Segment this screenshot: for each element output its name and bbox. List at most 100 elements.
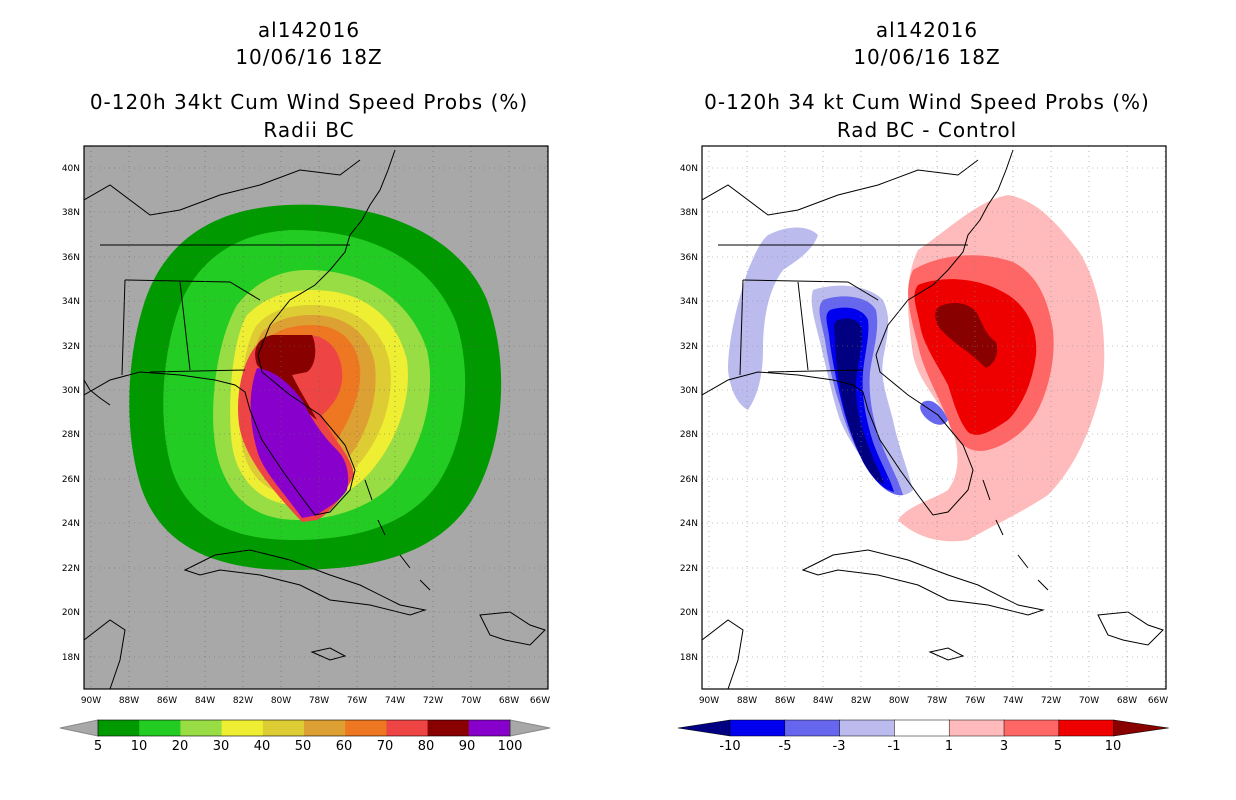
diff-neg-10 xyxy=(834,318,884,484)
right-lat-label: 40N xyxy=(680,164,698,174)
right-lat-label: 34N xyxy=(680,297,698,307)
right-lat-label: 20N xyxy=(680,608,698,618)
right-state-border-5 xyxy=(767,369,864,373)
right-lon-label: 86W xyxy=(775,696,795,706)
left-cb-label: 60 xyxy=(336,739,353,754)
left-lat-label: 30N xyxy=(62,386,80,396)
left-lat-label: 20N xyxy=(62,608,80,618)
right-state-border-4 xyxy=(797,281,809,371)
right-cb-swatch xyxy=(1058,719,1115,737)
left-colorbar-labels: 5 10 20 30 40 50 60 70 80 90 100 xyxy=(94,739,523,754)
left-lat-label: 28N xyxy=(62,430,80,440)
right-lon-label: 84W xyxy=(813,696,833,706)
right-lon-label: 70W xyxy=(1079,696,1099,706)
right-lat-label: 22N xyxy=(680,564,698,574)
left-map: 40N 38N 36N 34N 32N 30N 28N 26N 24N 22N … xyxy=(59,145,551,754)
right-cb-label: -1 xyxy=(888,739,901,754)
right-cb-label: -3 xyxy=(833,739,846,754)
right-cb-label: 5 xyxy=(1054,739,1062,754)
prob-band-80 xyxy=(255,335,317,420)
right-title: 0-120h 34 kt Cum Wind Speed Probs (%) xyxy=(704,90,1150,114)
right-cb-swatch xyxy=(784,719,841,737)
right-lon-label: 90W xyxy=(699,696,719,706)
right-cb-label: 10 xyxy=(1105,739,1122,754)
left-datetime: 10/06/16 18Z xyxy=(235,45,383,69)
left-cb-label: 30 xyxy=(213,739,230,754)
right-jamaica xyxy=(928,647,965,661)
left-state-border-4 xyxy=(179,281,191,371)
right-cb-swatch xyxy=(948,719,1005,737)
left-lat-labels: 40N 38N 36N 34N 32N 30N 28N 26N 24N 22N … xyxy=(62,164,80,663)
left-cb-label: 90 xyxy=(459,739,476,754)
left-cb-label: 100 xyxy=(498,739,523,754)
left-cb-frame xyxy=(97,719,511,737)
left-cb-swatch xyxy=(262,720,305,736)
left-colorbar xyxy=(59,719,551,737)
right-cb-label: -5 xyxy=(779,739,792,754)
left-cb-swatch xyxy=(98,720,140,736)
left-yucatan xyxy=(84,619,126,689)
right-datetime: 10/06/16 18Z xyxy=(853,45,1001,69)
left-state-border-2 xyxy=(124,279,261,301)
left-cb-swatch xyxy=(180,720,223,736)
right-colorbar-labels: -10 -5 -3 -1 1 3 5 10 xyxy=(719,739,1121,754)
right-storm-id: al142016 xyxy=(875,18,979,42)
left-state-border-5 xyxy=(149,369,246,373)
left-state-border-3 xyxy=(121,279,126,376)
right-lon-label: 66W xyxy=(1148,696,1168,706)
left-lon-label: 66W xyxy=(530,696,550,706)
right-cb-swatch xyxy=(729,719,786,737)
left-lat-label: 18N xyxy=(62,653,80,663)
left-cb-swatch xyxy=(139,720,181,736)
right-us-coast xyxy=(702,149,1014,516)
right-cb-over-arrow xyxy=(1113,719,1169,737)
right-cb-swatch xyxy=(1003,719,1060,737)
left-lon-label: 86W xyxy=(157,696,177,706)
right-panel: al142016 10/06/16 18Z 0-120h 34 kt Cum W… xyxy=(618,0,1236,800)
wind-probability-contours xyxy=(129,204,502,570)
left-cb-label: 70 xyxy=(377,739,394,754)
left-lon-label: 80W xyxy=(271,696,291,706)
left-coastlines xyxy=(84,149,546,689)
left-state-border-6 xyxy=(84,159,361,216)
left-lat-label: 40N xyxy=(62,164,80,174)
right-hispaniola xyxy=(1097,611,1164,646)
right-map-frame xyxy=(701,145,1167,690)
left-cb-swatch xyxy=(304,720,346,736)
right-lon-label: 68W xyxy=(1117,696,1137,706)
right-cb-under-arrow xyxy=(677,719,731,737)
right-cb-swatch xyxy=(839,719,896,737)
left-lon-label: 72W xyxy=(423,696,443,706)
right-lon-label: 88W xyxy=(737,696,757,706)
left-lon-label: 76W xyxy=(347,696,367,706)
right-lon-label: 82W xyxy=(851,696,871,706)
diff-pos-10 xyxy=(935,303,998,368)
right-lat-label: 24N xyxy=(680,519,698,529)
left-lat-label: 32N xyxy=(62,342,80,352)
left-lon-label: 90W xyxy=(81,696,101,706)
left-lon-label: 82W xyxy=(233,696,253,706)
left-lat-label: 36N xyxy=(62,253,80,263)
left-gulf-west xyxy=(84,379,111,406)
left-hispaniola xyxy=(479,611,546,646)
right-lon-label: 78W xyxy=(927,696,947,706)
right-lat-labels: 40N 38N 36N 34N 32N 30N 28N 26N 24N 22N … xyxy=(680,164,698,663)
left-title: 0-120h 34kt Cum Wind Speed Probs (%) xyxy=(89,90,529,114)
right-colorbar xyxy=(677,719,1169,737)
right-lat-label: 30N xyxy=(680,386,698,396)
left-cb-label: 10 xyxy=(131,739,148,754)
left-cb-swatch xyxy=(386,720,429,736)
right-lat-label: 38N xyxy=(680,208,698,218)
left-cb-swatch xyxy=(221,720,264,736)
right-lon-label: 72W xyxy=(1041,696,1061,706)
right-lat-label: 32N xyxy=(680,342,698,352)
prob-band-90-100 xyxy=(250,368,349,518)
left-lon-label: 88W xyxy=(119,696,139,706)
left-lon-labels: 90W 88W 86W 84W 82W 80W 78W 76W 74W 72W … xyxy=(81,696,550,706)
left-cb-label: 5 xyxy=(94,739,102,754)
left-cb-over-arrow xyxy=(509,719,551,737)
right-subtitle: Rad BC - Control xyxy=(836,118,1018,142)
left-storm-id: al142016 xyxy=(257,18,361,42)
left-cb-label: 20 xyxy=(172,739,189,754)
right-cb-swatch xyxy=(894,719,950,737)
